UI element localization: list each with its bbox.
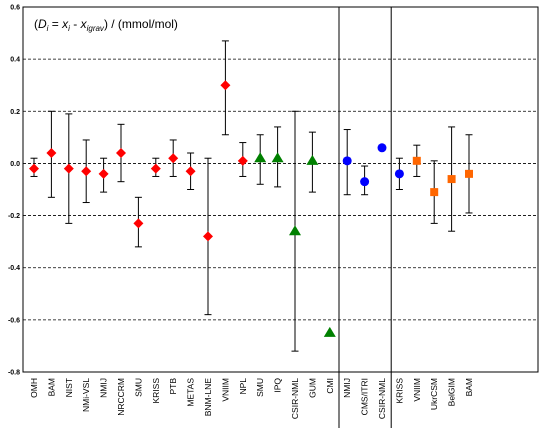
y-tick-label: -0.4: [8, 265, 20, 272]
category-label: IPQ: [273, 378, 283, 393]
y-tick-label: 0.0: [10, 161, 20, 168]
category-label: CSIR-NML: [377, 378, 387, 419]
category-label: METAS: [186, 378, 196, 407]
category-label: BAM: [464, 378, 474, 396]
category-label: VNIIM: [412, 378, 422, 402]
data-point-diamond: [220, 80, 231, 91]
y-tick-label: 0.4: [10, 57, 20, 64]
category-label: NPL: [238, 378, 248, 395]
category-label: VNIIM: [220, 378, 230, 402]
category-label: SMU: [133, 378, 143, 397]
category-label: PTB: [168, 378, 178, 395]
data-point-circle: [377, 143, 387, 153]
data-point-diamond: [98, 168, 109, 179]
data-point-diamond: [133, 218, 144, 229]
y-tick-label: 0.6: [10, 5, 20, 12]
category-label: CSIR-NML: [290, 378, 300, 419]
data-markers: [29, 80, 473, 337]
y-axis: 0.6 0.4 0.2 0.0 -0.2 -0.4 -0.6 -0.8: [8, 5, 20, 377]
data-point-diamond: [237, 155, 248, 166]
data-point-square: [412, 156, 421, 165]
data-point-square: [447, 175, 456, 184]
category-label: NMi-VSL: [81, 378, 91, 412]
category-label: NMIJ: [99, 378, 109, 398]
data-point-diamond: [46, 148, 57, 158]
data-point-diamond: [116, 148, 126, 158]
category-label: CMI: [325, 378, 335, 394]
data-point-diamond: [63, 163, 74, 174]
category-label: BAM: [46, 378, 56, 396]
data-point-triangle: [306, 154, 319, 165]
gridlines: [23, 58, 538, 321]
data-point-square: [465, 169, 473, 178]
category-label: UkrCSM: [429, 378, 439, 410]
category-label: SMU: [255, 378, 265, 397]
data-point-diamond: [203, 231, 213, 242]
data-point-diamond: [81, 166, 92, 177]
data-point-circle: [342, 156, 352, 166]
category-label: NRCCRM: [116, 378, 126, 416]
y-tick-label: -0.2: [8, 213, 20, 220]
data-point-square: [430, 188, 439, 197]
category-label: BNM-LNE: [203, 378, 213, 417]
category-label: NIST: [64, 378, 74, 397]
data-point-diamond: [29, 163, 39, 174]
data-point-diamond: [168, 153, 179, 164]
data-point-triangle: [289, 225, 301, 236]
category-label: KRISS: [151, 378, 161, 404]
data-point-diamond: [185, 166, 196, 177]
y-tick-label: 0.2: [10, 109, 20, 116]
group-separators: [338, 7, 392, 428]
data-point-triangle: [254, 152, 267, 163]
data-point-triangle: [323, 326, 336, 337]
plot-area: [22, 6, 539, 373]
category-label: GUM: [307, 378, 317, 398]
data-point-circle: [394, 169, 404, 179]
category-label: NMIJ: [342, 378, 352, 398]
category-label: KRISS: [394, 378, 404, 404]
data-point-circle: [360, 177, 370, 187]
category-label: OMH: [29, 378, 39, 398]
category-label: CMS/ITRI: [360, 378, 370, 415]
chart-title: (Di = xi - xigrav) / (mmol/mol): [34, 17, 178, 33]
category-labels: OMH BAM NIST NMi-VSL NMIJ NRCCRM SMU KRISS PTB ME…: [29, 378, 474, 419]
category-label: BelGIM: [447, 378, 457, 406]
data-point-triangle: [271, 152, 284, 163]
y-tick-label: -0.8: [8, 370, 20, 377]
y-tick-label: -0.6: [8, 317, 20, 324]
data-point-diamond: [150, 163, 161, 174]
